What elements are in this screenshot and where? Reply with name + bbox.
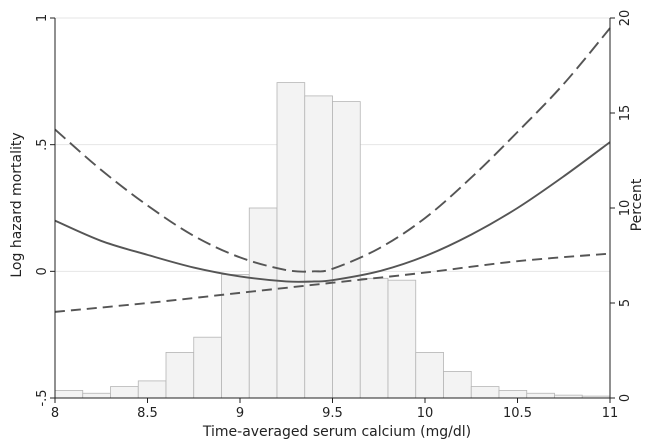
series-line-dashed [54, 252, 611, 313]
histogram-layer [54, 82, 611, 399]
x-tick-label: 9.5 [322, 406, 343, 421]
y-right-tick-label: 5 [618, 299, 633, 307]
histogram-bar [304, 95, 333, 399]
histogram-bar [276, 82, 306, 399]
y-right-tick-label: 20 [618, 10, 633, 27]
series-line-long-dash [54, 27, 611, 273]
y-axis-left-label: Log hazard mortality [9, 132, 25, 277]
x-tick-label: 10.5 [503, 406, 532, 421]
histogram-bar [443, 370, 472, 399]
y-axis-right-label: Percent [629, 178, 645, 231]
histogram-bar [526, 392, 555, 399]
y-right-tick-label: 0 [618, 394, 633, 402]
histogram-bar [193, 336, 222, 399]
histogram-bar [54, 389, 84, 399]
y-left-tick-label: 0 [35, 267, 50, 275]
x-tick-label: 9 [236, 406, 244, 421]
y-left-tick-label: .5 [35, 138, 50, 150]
x-axis-label: Time-averaged serum calcium (mg/dl) [202, 424, 471, 440]
histogram-bar [82, 392, 111, 399]
histogram-bar [137, 380, 167, 399]
histogram-bar [387, 279, 417, 399]
histogram-bar [110, 386, 139, 399]
x-tick-label: 8 [51, 406, 59, 421]
histogram-bar [332, 101, 361, 399]
y-left-tick-label: 1 [35, 14, 50, 22]
x-tick-label: 11 [602, 406, 619, 421]
x-tick-label: 10 [417, 406, 434, 421]
histogram-bar [248, 207, 278, 399]
histogram-bar [498, 389, 528, 399]
series-line-solid [54, 141, 611, 283]
histogram-bar [470, 386, 500, 399]
histogram-bar [415, 351, 444, 399]
x-tick-label: 8.5 [137, 406, 158, 421]
lines-layer [54, 27, 611, 313]
y-right-tick-label: 10 [618, 200, 633, 217]
y-right-tick-label: 15 [618, 105, 633, 122]
y-left-tick-label: -.5 [35, 389, 50, 406]
histogram-bar [359, 277, 389, 399]
histogram-bar [221, 274, 250, 399]
histogram-bar [165, 351, 195, 399]
